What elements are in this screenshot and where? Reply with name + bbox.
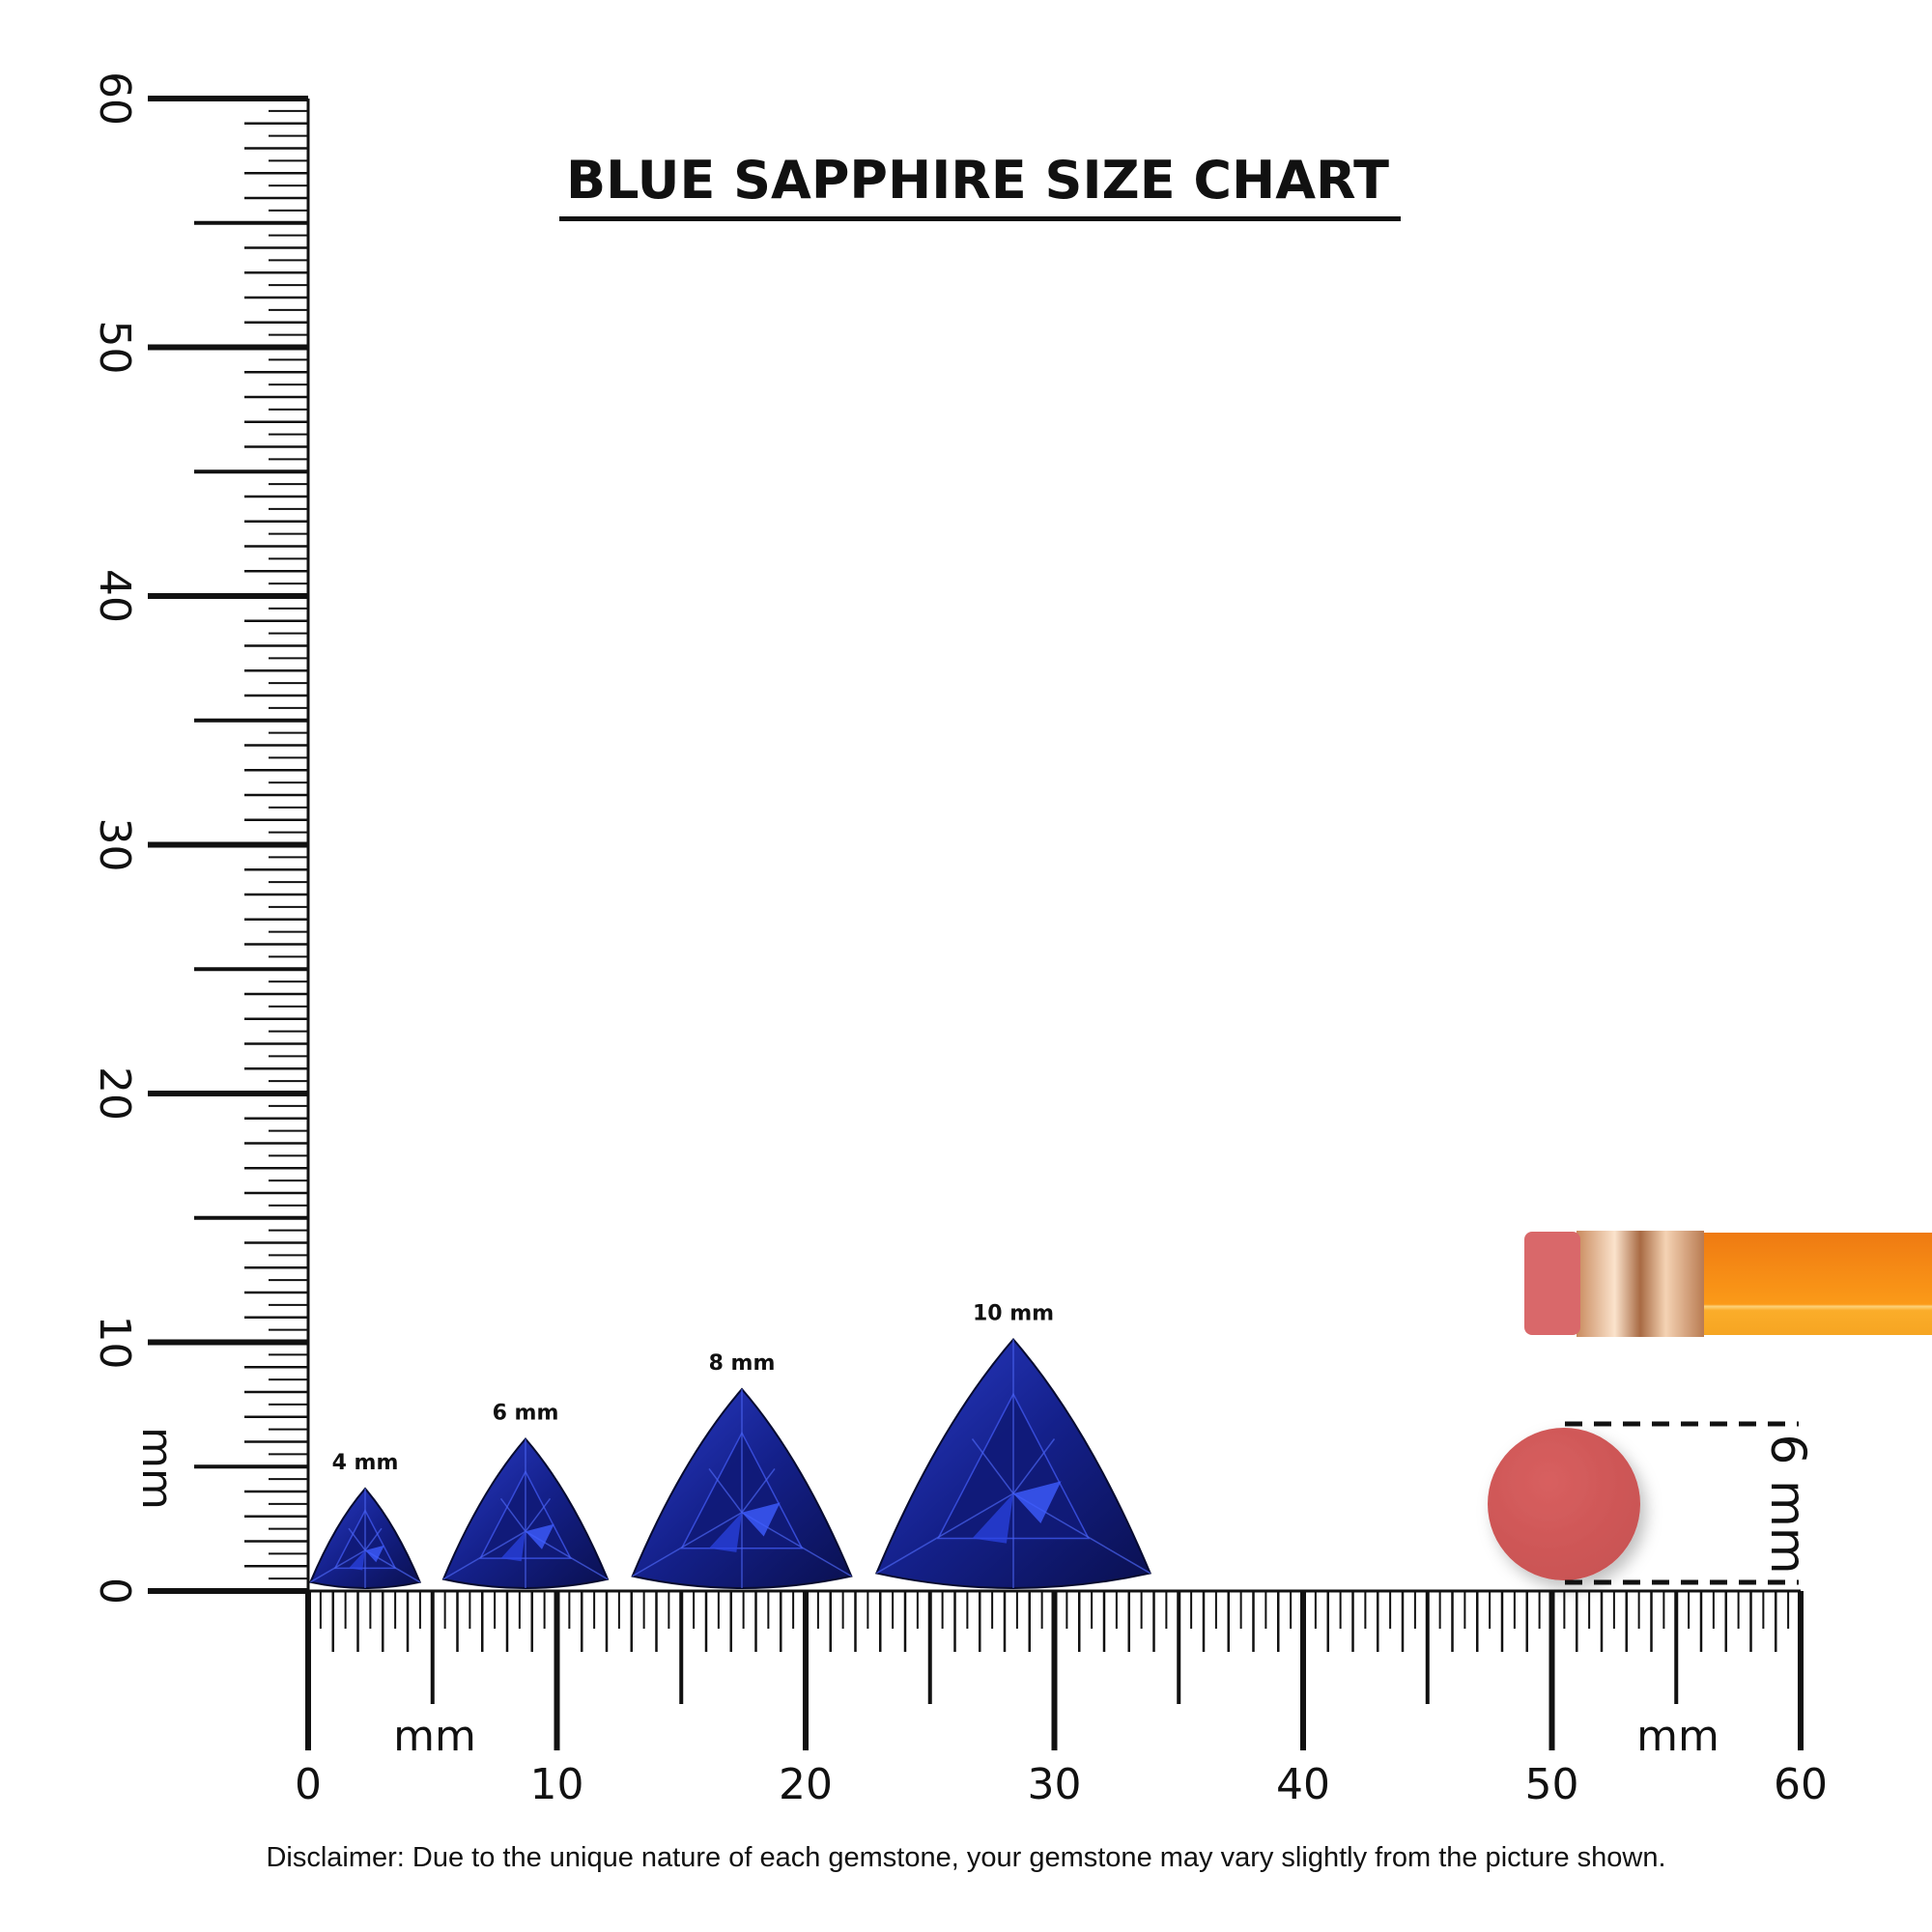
gem-highlight: [709, 1512, 742, 1552]
horizontal-tick-label: 0: [295, 1760, 322, 1809]
vertical-unit-label: mm: [132, 1427, 182, 1510]
vertical-tick-label: 60: [90, 71, 139, 126]
gem-4mm: 4 mm: [308, 1451, 422, 1589]
horizontal-ruler-labels: 0 10 20 30 40 50 60: [295, 1760, 1828, 1809]
horizontal-tick-label: 40: [1276, 1760, 1330, 1809]
vertical-tick-label: 50: [90, 321, 139, 375]
gem-facet-line: [499, 1497, 526, 1532]
vertical-tick-label: 40: [90, 569, 139, 623]
gem-10mm: 10 mm: [874, 1302, 1152, 1589]
eraser-reference: [1488, 1428, 1640, 1580]
gem-highlight: [349, 1549, 365, 1571]
gem-facet-line: [971, 1438, 1014, 1494]
gem-6mm: 6 mm: [441, 1402, 610, 1589]
pencil-ferrule: [1577, 1231, 1704, 1337]
title-underline: [559, 216, 1401, 221]
vertical-tick-label: 10: [90, 1316, 139, 1370]
gem-facet-line: [741, 1467, 776, 1514]
gem-size-label: 8 mm: [709, 1351, 776, 1376]
gem-facet-line: [525, 1497, 552, 1532]
horizontal-unit-label-right: mm: [1636, 1712, 1719, 1761]
vertical-tick-label: 30: [90, 818, 139, 872]
gem-group: 4 mm 6 mm 8 mm 10 mm: [308, 1302, 1152, 1589]
gem-size-label: 6 mm: [493, 1402, 559, 1426]
horizontal-tick-label: 60: [1774, 1760, 1828, 1809]
pencil-body: [1702, 1233, 1932, 1335]
pencil-image: [1524, 1231, 1932, 1337]
gem-facet-line: [442, 1530, 526, 1580]
gem-highlight: [972, 1493, 1013, 1544]
gem-facet-line: [309, 1549, 366, 1583]
gem-facet-line: [875, 1492, 1014, 1575]
horizontal-tick-label: 10: [530, 1760, 584, 1809]
vertical-tick-label: 20: [90, 1066, 139, 1121]
gem-facet-line: [364, 1527, 383, 1551]
horizontal-tick-label: 30: [1028, 1760, 1082, 1809]
horizontal-tick-label: 50: [1525, 1760, 1579, 1809]
gem-highlight: [365, 1545, 384, 1563]
horizontal-unit-label-left: mm: [393, 1712, 476, 1761]
vertical-ruler: [148, 96, 310, 1594]
gem-size-label: 10 mm: [973, 1302, 1054, 1326]
gem-size-label: 4 mm: [332, 1451, 399, 1475]
gem-highlight: [742, 1502, 781, 1537]
gem-facet-line: [1012, 1438, 1056, 1494]
gem-highlight: [1013, 1481, 1062, 1524]
gem-highlight: [526, 1523, 554, 1549]
gem-facet-line: [348, 1527, 366, 1551]
gem-facet-line: [708, 1467, 743, 1514]
horizontal-tick-label: 20: [779, 1760, 833, 1809]
pencil-eraser: [1524, 1232, 1580, 1335]
chart-title: BLUE SAPPHIRE SIZE CHART: [566, 150, 1389, 211]
disclaimer: Disclaimer: Due to the unique nature of …: [266, 1842, 1665, 1873]
gem-facet-line: [632, 1512, 743, 1577]
gem-highlight: [500, 1531, 526, 1562]
vertical-ruler-labels: 0 10 20 30 40 50 60: [90, 71, 139, 1605]
vertical-tick-label: 0: [90, 1577, 139, 1605]
reference-size-label: 6 mm: [1760, 1434, 1816, 1574]
horizontal-ruler: [305, 1589, 1804, 1750]
gem-8mm: 8 mm: [631, 1351, 853, 1589]
